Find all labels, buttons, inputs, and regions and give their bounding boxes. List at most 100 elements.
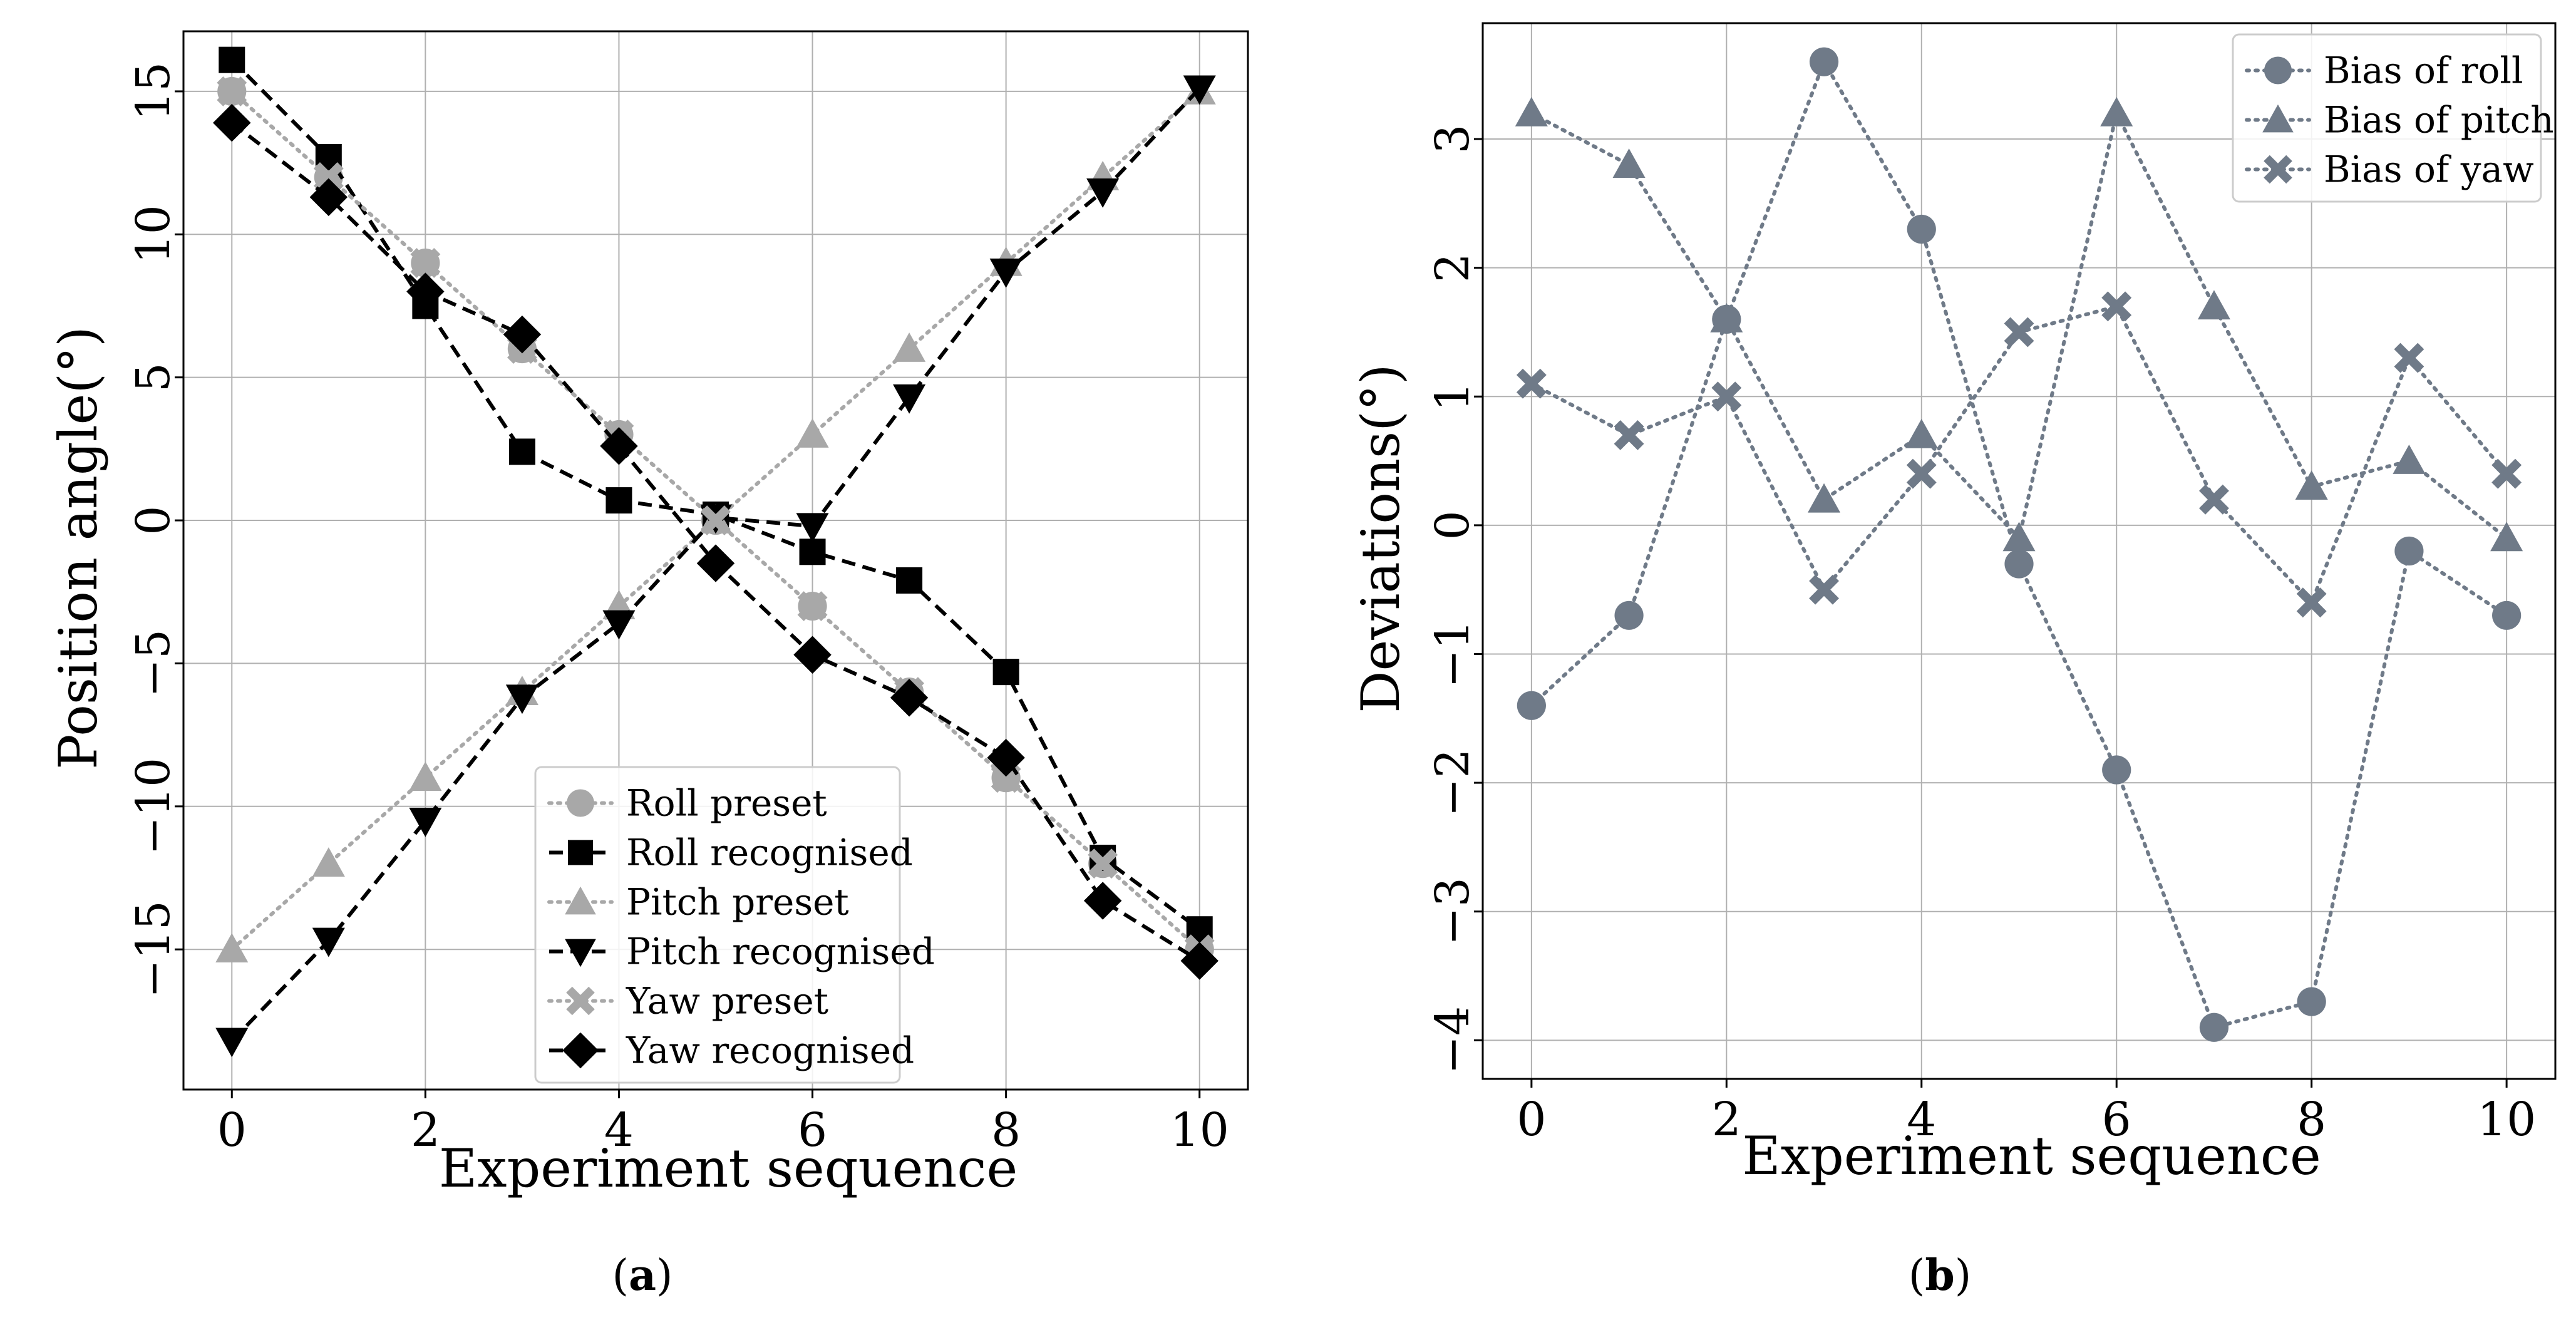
data-point <box>1517 691 1546 720</box>
legend-label: Bias of roll <box>2324 49 2523 92</box>
data-point <box>2393 445 2426 474</box>
y-tick-label: −15 <box>126 900 180 998</box>
data-point <box>410 248 441 278</box>
caption-open: ( <box>612 1251 629 1301</box>
data-point <box>2004 549 2034 579</box>
y-tick-label: 0 <box>1426 510 1480 540</box>
data-point <box>1086 178 1120 208</box>
data-point <box>2394 536 2424 566</box>
grid-a <box>183 31 1248 1090</box>
chart-a: 0 2 4 6 8 10 −15 −10 −5 0 5 10 15 Experiment sequence… <box>48 30 1249 1301</box>
x-tick-label: 10 <box>2477 1093 2536 1147</box>
y-axis-label: Deviations(°) <box>1350 364 1411 713</box>
y-tick-label: 0 <box>126 506 180 535</box>
legend-swatch-marker <box>565 886 596 915</box>
data-point-stroke-b <box>701 505 731 536</box>
data-point <box>312 847 345 877</box>
plot-frame <box>182 30 1249 1091</box>
x-tick-label: 4 <box>1907 1093 1936 1147</box>
x-tick-label: 8 <box>2297 1093 2326 1147</box>
data-point <box>2491 458 2522 489</box>
legend-label: Yaw preset <box>626 980 828 1023</box>
data-point <box>2394 343 2424 373</box>
x-tick-label: 10 <box>1170 1103 1229 1157</box>
caption-letter: b <box>1925 1250 1955 1301</box>
x-tick-label: 2 <box>411 1103 440 1157</box>
data-point <box>890 679 929 717</box>
x-tick-label: 4 <box>604 1103 634 1157</box>
data-point <box>313 162 344 192</box>
data-point <box>1710 302 1743 332</box>
data-point <box>2296 587 2327 618</box>
data-point <box>409 761 442 791</box>
legend-label: Yaw recognised <box>626 1029 914 1072</box>
legend-box <box>534 766 901 1084</box>
data-point <box>406 272 445 311</box>
data-point <box>1612 148 1646 178</box>
y-tick-label: −1 <box>1426 620 1480 688</box>
series-line <box>230 58 1201 931</box>
caption-close: ) <box>656 1251 673 1301</box>
data-point <box>1516 368 1547 399</box>
data-point <box>1711 381 1742 412</box>
data-point <box>2101 291 2132 322</box>
data-point <box>799 539 826 565</box>
data-point <box>796 418 829 448</box>
x-axis-label: Experiment sequence <box>1742 1125 2321 1187</box>
data-point <box>508 438 535 465</box>
data-point <box>701 505 731 536</box>
legend-label: Pitch recognised <box>626 930 935 973</box>
data-point <box>2295 470 2328 500</box>
series-bias-of-yaw <box>1516 291 2522 618</box>
data-point <box>1515 96 1548 126</box>
y-tick-label: −3 <box>1426 877 1480 946</box>
data-point <box>2102 755 2131 785</box>
data-point <box>409 807 442 837</box>
data-point <box>1906 458 1937 489</box>
data-point <box>213 103 251 142</box>
data-point <box>793 636 832 674</box>
data-point <box>503 315 542 354</box>
data-point <box>893 332 926 362</box>
data-point <box>1614 420 1644 450</box>
x-tick-label: 8 <box>991 1103 1021 1157</box>
legend-label: Roll preset <box>626 782 827 825</box>
data-point <box>602 610 636 640</box>
legend-label: Bias of yaw <box>2324 148 2534 191</box>
data-point <box>309 178 348 217</box>
data-point <box>2197 290 2230 320</box>
data-point-stroke-b <box>1906 458 1937 489</box>
y-tick-label: 15 <box>126 62 180 121</box>
data-point <box>2492 600 2522 630</box>
data-point <box>1614 600 1644 630</box>
x-tick-label: 0 <box>217 1103 247 1157</box>
data-point-stroke-b <box>2491 458 2522 489</box>
data-point <box>896 567 923 594</box>
data-point-stroke-b <box>1088 848 1118 879</box>
y-tick-label: 1 <box>1426 382 1480 411</box>
data-point-stroke-b <box>2296 587 2327 618</box>
data-point <box>2002 522 2036 552</box>
x-axis-label: Experiment sequence <box>439 1138 1018 1199</box>
caption-close: ) <box>1955 1251 1972 1301</box>
y-tick-label: −4 <box>1426 1006 1480 1075</box>
data-point-stroke-b <box>1516 368 1547 399</box>
data-point <box>219 46 245 73</box>
legend-swatch-marker <box>2264 56 2292 85</box>
data-point <box>1809 47 1839 76</box>
legend-swatch-marker <box>2262 104 2294 133</box>
legend-swatch-marker-stroke-b <box>566 986 595 1016</box>
legend-swatch-marker-stroke-b <box>2264 155 2292 184</box>
data-point <box>2004 317 2034 348</box>
plot-frame <box>1481 22 2557 1080</box>
data-point <box>992 659 1019 686</box>
data-point-stroke-b <box>797 591 828 622</box>
data-point <box>505 684 538 714</box>
data-point-stroke-b <box>1809 574 1839 605</box>
data-point <box>215 1028 249 1058</box>
data-point <box>796 513 829 543</box>
y-tick-label: −2 <box>1426 749 1480 817</box>
caption-letter: a <box>629 1250 656 1301</box>
